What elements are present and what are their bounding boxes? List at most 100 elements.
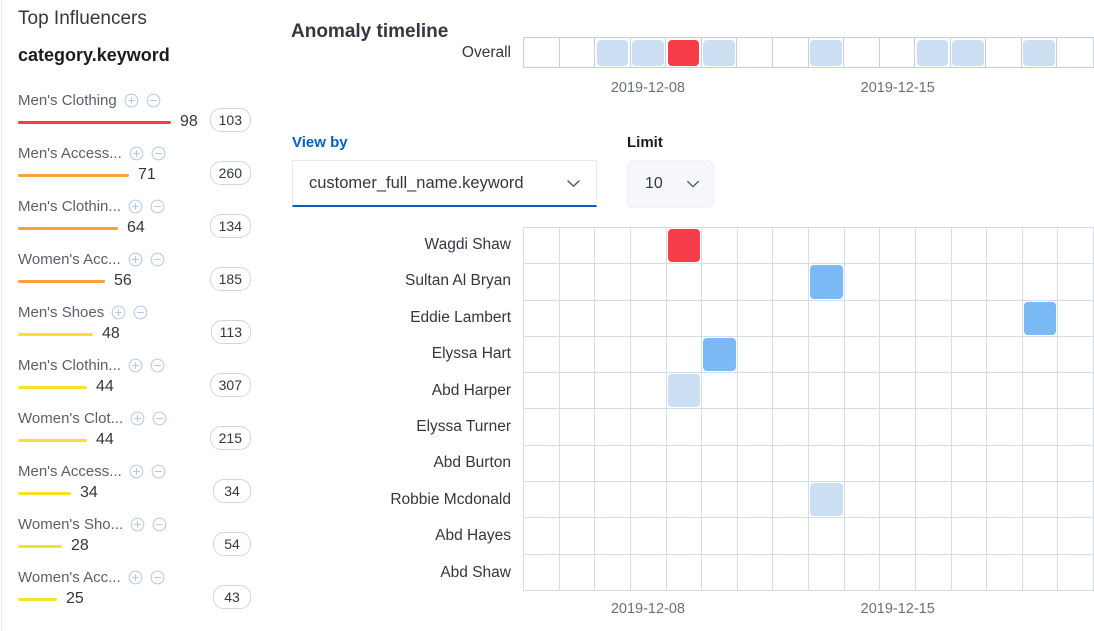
swimlane-cell[interactable]	[915, 518, 952, 555]
swimlane-cell[interactable]	[666, 518, 703, 555]
swimlane-cell[interactable]	[630, 336, 667, 374]
swimlane-cell[interactable]	[1058, 482, 1094, 519]
swimlane-cell[interactable]	[524, 482, 560, 519]
add-filter-plus-icon[interactable]	[128, 252, 143, 267]
swimlane-cell[interactable]	[524, 300, 560, 337]
add-filter-plus-icon[interactable]	[124, 93, 139, 108]
swimlane-cell[interactable]	[773, 409, 809, 446]
swimlane-cell[interactable]	[559, 373, 596, 410]
swimlane-cell[interactable]	[702, 373, 738, 410]
swimlane-cell[interactable]	[595, 409, 631, 446]
overall-swimlane-cell[interactable]	[737, 38, 773, 67]
swimlane-cell[interactable]	[737, 518, 774, 555]
swimlane-cell[interactable]	[951, 409, 988, 446]
swimlane-cell[interactable]	[987, 336, 1023, 374]
swimlane-cell[interactable]	[880, 228, 916, 265]
overall-swimlane-cell[interactable]	[666, 38, 702, 67]
remove-filter-minus-icon[interactable]	[150, 358, 165, 373]
swimlane-cell[interactable]	[666, 373, 703, 410]
swimlane-cell[interactable]	[809, 336, 845, 374]
swimlane-cell[interactable]	[595, 264, 631, 301]
swimlane-cell[interactable]	[630, 409, 667, 446]
swimlane-cell[interactable]	[702, 264, 738, 301]
swimlane-cell[interactable]	[951, 554, 988, 591]
swimlane-cell[interactable]	[1022, 518, 1059, 555]
swimlane-cell[interactable]	[630, 518, 667, 555]
swimlane-cell[interactable]	[1058, 373, 1094, 410]
swimlane-cell[interactable]	[773, 228, 809, 265]
swimlane-cell[interactable]	[524, 409, 560, 446]
overall-swimlane-cell[interactable]	[844, 38, 880, 67]
swimlane-cell[interactable]	[773, 518, 809, 555]
swimlane-cell[interactable]	[915, 336, 952, 374]
swimlane-cell[interactable]	[809, 264, 845, 301]
swimlane-cell[interactable]	[737, 445, 774, 483]
swimlane-cell[interactable]	[559, 300, 596, 337]
swimlane-cell[interactable]	[702, 482, 738, 519]
swimlane-cell[interactable]	[1058, 336, 1094, 374]
swimlane-cell[interactable]	[1058, 300, 1094, 337]
limit-select[interactable]: 10	[627, 160, 714, 208]
swimlane-cell[interactable]	[987, 264, 1023, 301]
swimlane-cell[interactable]	[737, 264, 774, 301]
swimlane-cell[interactable]	[915, 482, 952, 519]
swimlane-cell[interactable]	[559, 228, 596, 265]
swimlane-cell[interactable]	[595, 373, 631, 410]
swimlane-cell[interactable]	[915, 300, 952, 337]
swimlane-cell[interactable]	[595, 300, 631, 337]
swimlane-cell[interactable]	[595, 228, 631, 265]
swimlane-cell[interactable]	[880, 336, 916, 374]
swimlane-cell[interactable]	[1022, 482, 1059, 519]
swimlane-cell[interactable]	[809, 228, 845, 265]
swimlane-cell[interactable]	[595, 518, 631, 555]
swimlane-cell[interactable]	[595, 336, 631, 374]
swimlane-cell[interactable]	[844, 482, 881, 519]
swimlane-cell[interactable]	[809, 373, 845, 410]
remove-filter-minus-icon[interactable]	[151, 464, 166, 479]
swimlane-cell[interactable]	[951, 264, 988, 301]
swimlane-cell[interactable]	[773, 482, 809, 519]
swimlane-cell[interactable]	[559, 409, 596, 446]
swimlane-cell[interactable]	[737, 228, 774, 265]
swimlane-cell[interactable]	[524, 264, 560, 301]
add-filter-plus-icon[interactable]	[129, 146, 144, 161]
swimlane-cell[interactable]	[987, 373, 1023, 410]
add-filter-plus-icon[interactable]	[129, 464, 144, 479]
swimlane-cell[interactable]	[773, 264, 809, 301]
swimlane-cell[interactable]	[809, 554, 845, 591]
swimlane-cell[interactable]	[951, 300, 988, 337]
add-filter-plus-icon[interactable]	[130, 411, 145, 426]
swimlane-cell[interactable]	[524, 554, 560, 591]
swimlane-cell[interactable]	[559, 336, 596, 374]
swimlane-cell[interactable]	[987, 445, 1023, 483]
add-filter-plus-icon[interactable]	[128, 358, 143, 373]
swimlane-cell[interactable]	[844, 445, 881, 483]
swimlane-cell[interactable]	[773, 336, 809, 374]
swimlane-cell[interactable]	[737, 373, 774, 410]
swimlane-cell[interactable]	[844, 228, 881, 265]
swimlane-cell[interactable]	[951, 228, 988, 265]
swimlane-cell[interactable]	[844, 300, 881, 337]
overall-swimlane-cell[interactable]	[595, 38, 631, 67]
swimlane-cell[interactable]	[951, 373, 988, 410]
swimlane-cell[interactable]	[987, 409, 1023, 446]
swimlane-cell[interactable]	[773, 373, 809, 410]
swimlane-cell[interactable]	[1058, 264, 1094, 301]
swimlane-cell[interactable]	[524, 373, 560, 410]
swimlane-cell[interactable]	[1022, 300, 1059, 337]
swimlane-cell[interactable]	[809, 518, 845, 555]
overall-swimlane-cell[interactable]	[951, 38, 987, 67]
swimlane-cell[interactable]	[844, 554, 881, 591]
swimlane-cell[interactable]	[880, 300, 916, 337]
swimlane-cell[interactable]	[559, 264, 596, 301]
swimlane-cell[interactable]	[987, 300, 1023, 337]
swimlane-cell[interactable]	[524, 445, 560, 483]
swimlane-cell[interactable]	[524, 228, 560, 265]
swimlane-cell[interactable]	[773, 445, 809, 483]
overall-swimlane-cell[interactable]	[986, 38, 1022, 67]
remove-filter-minus-icon[interactable]	[146, 93, 161, 108]
swimlane-cell[interactable]	[702, 445, 738, 483]
swimlane-cell[interactable]	[702, 336, 738, 374]
swimlane-cell[interactable]	[666, 228, 703, 265]
overall-swimlane-cell[interactable]	[702, 38, 738, 67]
